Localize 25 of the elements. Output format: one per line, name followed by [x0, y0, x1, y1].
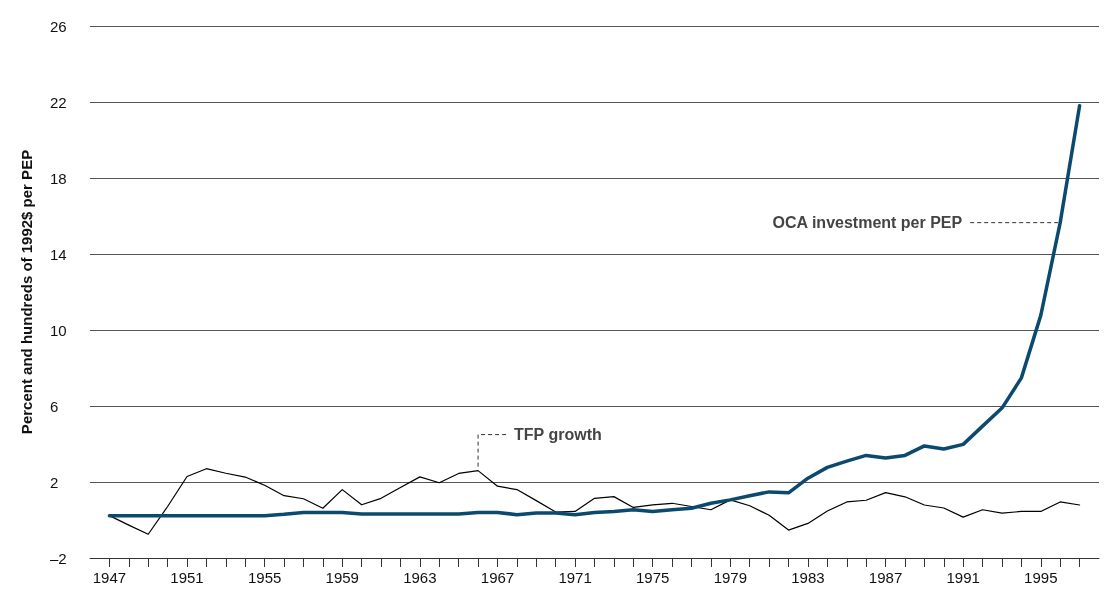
x-tick-label: 1979	[713, 569, 748, 586]
x-tick-label: 1995	[1024, 569, 1058, 586]
x-tick-label: 1967	[480, 569, 515, 586]
x-tick-label: 1971	[558, 569, 592, 586]
annotation: OCA investment per PEP	[772, 214, 963, 232]
y-tick-label: 6	[50, 397, 59, 415]
x-tick-label: 1963	[403, 569, 437, 586]
y-tick-label: 22	[50, 93, 67, 111]
y-tick-label: –2	[50, 549, 67, 567]
x-tick-label: 1955	[247, 569, 282, 586]
y-tick-label: 10	[50, 321, 67, 339]
x-tick-label: 1951	[170, 569, 204, 586]
annotation: TFP growth	[514, 426, 602, 444]
x-tick-label: 1991	[946, 569, 980, 586]
y-tick-label: 14	[50, 245, 67, 263]
x-tick-label: 1947	[92, 569, 127, 586]
y-axis-title: Percent and hundreds of 1992$ per PEP	[18, 149, 35, 435]
y-tick-label: 18	[50, 169, 67, 187]
x-tick-label: 1959	[325, 569, 359, 586]
y-tick-label: 2	[50, 473, 59, 491]
line-series	[107, 104, 1082, 518]
y-tick-label: 26	[50, 17, 67, 35]
x-tick-label: 1983	[791, 569, 825, 586]
x-tick-label: 1987	[868, 569, 903, 586]
x-tick-label: 1975	[636, 569, 670, 586]
